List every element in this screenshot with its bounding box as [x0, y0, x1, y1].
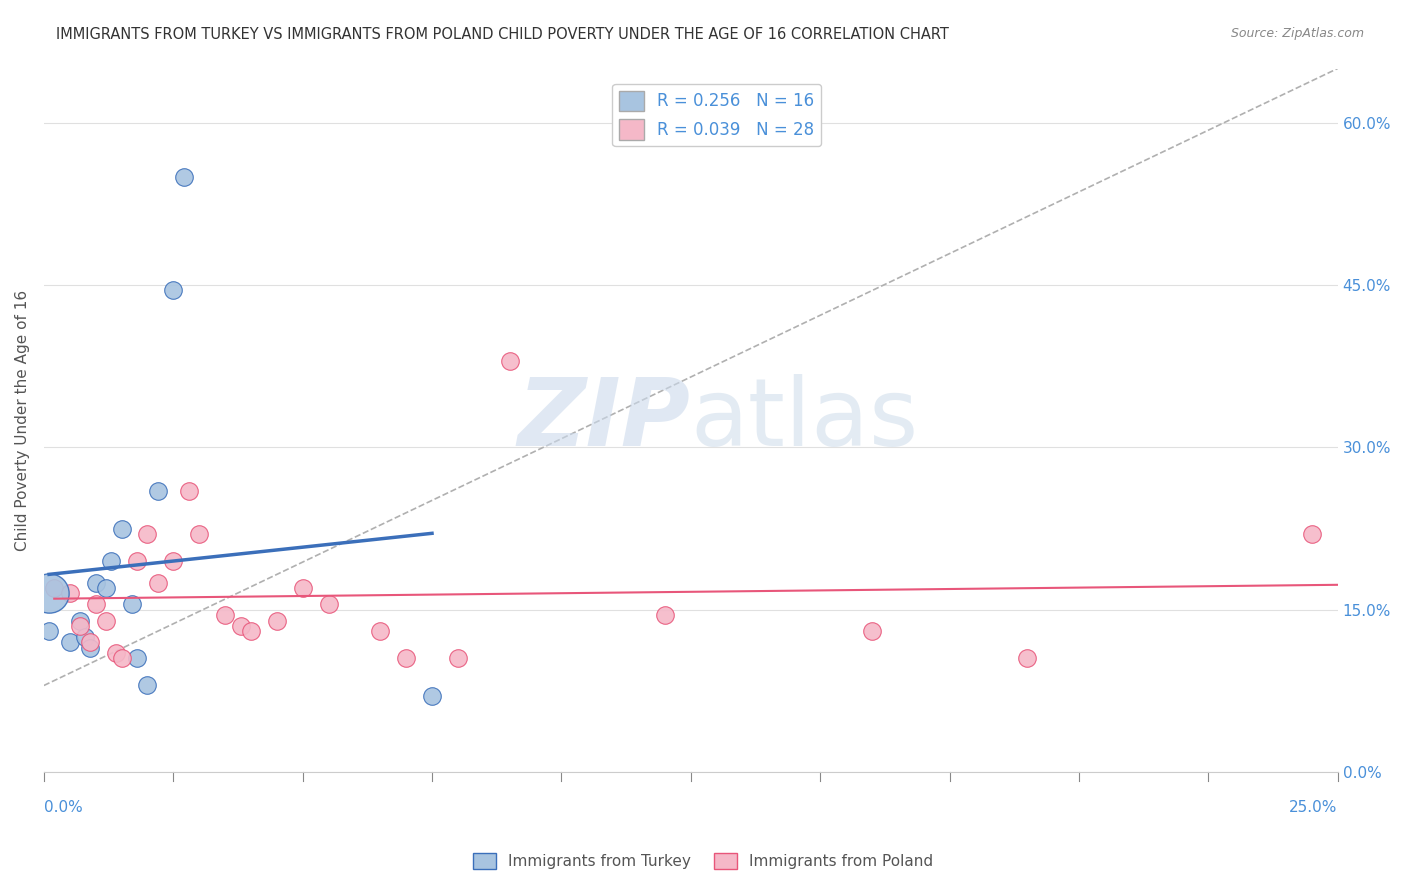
Point	[214, 608, 236, 623]
Legend: R = 0.256   N = 16, R = 0.039   N = 28: R = 0.256 N = 16, R = 0.039 N = 28	[612, 84, 821, 146]
Text: 25.0%: 25.0%	[1289, 800, 1337, 815]
Point	[447, 651, 470, 665]
Point	[146, 575, 169, 590]
Point	[105, 646, 128, 660]
Point	[229, 619, 252, 633]
Point	[110, 522, 132, 536]
Legend: Immigrants from Turkey, Immigrants from Poland: Immigrants from Turkey, Immigrants from …	[467, 847, 939, 875]
Point	[38, 624, 60, 639]
Point	[44, 581, 66, 595]
Point	[100, 554, 122, 568]
Text: IMMIGRANTS FROM TURKEY VS IMMIGRANTS FROM POLAND CHILD POVERTY UNDER THE AGE OF : IMMIGRANTS FROM TURKEY VS IMMIGRANTS FRO…	[56, 27, 949, 42]
Point	[654, 608, 676, 623]
Point	[239, 624, 262, 639]
Y-axis label: Child Poverty Under the Age of 16: Child Poverty Under the Age of 16	[15, 290, 30, 551]
Point	[84, 575, 107, 590]
Point	[136, 527, 159, 541]
Point	[59, 635, 82, 649]
Point	[69, 619, 91, 633]
Point	[110, 651, 132, 665]
Point	[38, 586, 60, 600]
Point	[395, 651, 418, 665]
Point	[173, 169, 195, 184]
Point	[84, 597, 107, 611]
Point	[860, 624, 883, 639]
Point	[1301, 527, 1323, 541]
Text: 0.0%: 0.0%	[44, 800, 83, 815]
Point	[79, 635, 101, 649]
Point	[1017, 651, 1039, 665]
Point	[75, 630, 97, 644]
Point	[162, 284, 184, 298]
Point	[368, 624, 391, 639]
Point	[420, 690, 443, 704]
Point	[146, 483, 169, 498]
Text: ZIP: ZIP	[517, 375, 690, 467]
Point	[318, 597, 340, 611]
Point	[59, 586, 82, 600]
Point	[94, 581, 117, 595]
Point	[162, 554, 184, 568]
Point	[125, 554, 148, 568]
Point	[291, 581, 314, 595]
Point	[79, 640, 101, 655]
Point	[188, 527, 211, 541]
Point	[498, 353, 520, 368]
Point	[177, 483, 200, 498]
Point	[121, 597, 143, 611]
Point	[266, 614, 288, 628]
Point	[69, 614, 91, 628]
Text: Source: ZipAtlas.com: Source: ZipAtlas.com	[1230, 27, 1364, 40]
Point	[136, 678, 159, 692]
Point	[94, 614, 117, 628]
Point	[125, 651, 148, 665]
Text: atlas: atlas	[690, 375, 920, 467]
